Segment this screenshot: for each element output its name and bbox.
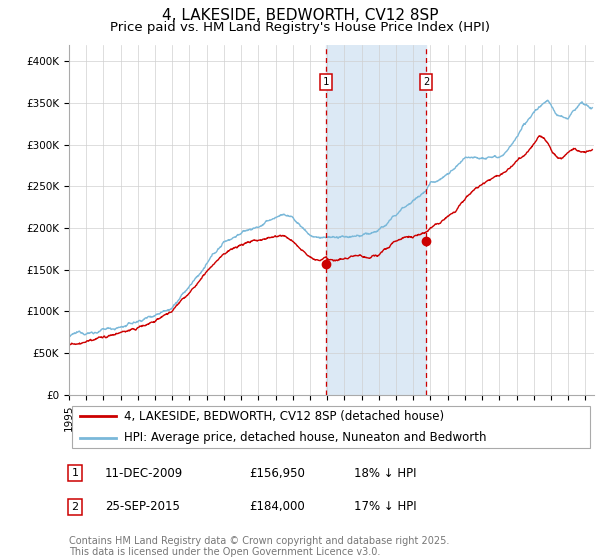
Text: 11-DEC-2009: 11-DEC-2009 — [105, 466, 183, 480]
Text: 1: 1 — [323, 77, 329, 87]
Text: HPI: Average price, detached house, Nuneaton and Bedworth: HPI: Average price, detached house, Nune… — [124, 431, 487, 445]
FancyBboxPatch shape — [71, 405, 590, 449]
Text: 4, LAKESIDE, BEDWORTH, CV12 8SP: 4, LAKESIDE, BEDWORTH, CV12 8SP — [162, 8, 438, 24]
Text: 18% ↓ HPI: 18% ↓ HPI — [354, 466, 416, 480]
Text: 25-SEP-2015: 25-SEP-2015 — [105, 500, 180, 514]
Bar — [326, 45, 426, 395]
Text: Contains HM Land Registry data © Crown copyright and database right 2025.
This d: Contains HM Land Registry data © Crown c… — [69, 535, 449, 557]
Text: 2: 2 — [71, 502, 79, 512]
Text: 4, LAKESIDE, BEDWORTH, CV12 8SP (detached house): 4, LAKESIDE, BEDWORTH, CV12 8SP (detache… — [124, 409, 444, 423]
Text: 2: 2 — [423, 77, 429, 87]
Text: £156,950: £156,950 — [249, 466, 305, 480]
Text: 1: 1 — [71, 468, 79, 478]
Text: Price paid vs. HM Land Registry's House Price Index (HPI): Price paid vs. HM Land Registry's House … — [110, 21, 490, 34]
Text: 17% ↓ HPI: 17% ↓ HPI — [354, 500, 416, 514]
Text: £184,000: £184,000 — [249, 500, 305, 514]
